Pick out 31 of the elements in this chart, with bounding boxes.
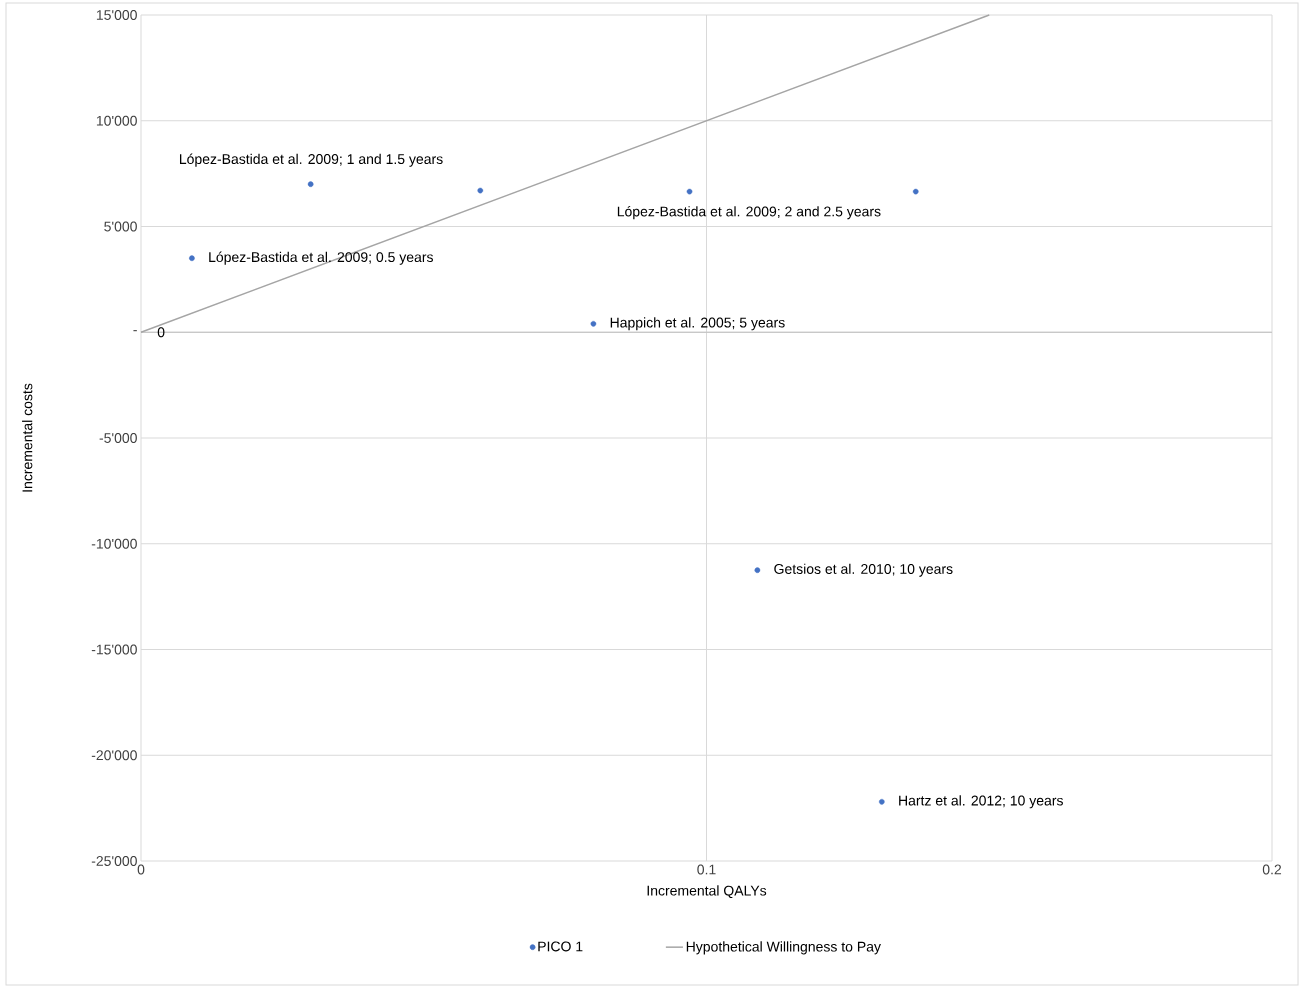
y-tick-label: -5'000 <box>99 433 137 443</box>
y-tick-label: -10'000 <box>91 538 137 549</box>
annotation: 0 <box>157 327 165 338</box>
legend-label: Hypothetical Willingness to Pay <box>686 941 881 955</box>
y-tick-label: - <box>133 330 137 332</box>
annotation: López-Bastida et al. 2009; 0.5 years <box>209 251 433 265</box>
legend-label: PICO 1 <box>538 941 583 952</box>
x-tick-label: 0.2 <box>1262 864 1282 875</box>
y-tick-label: 10'000 <box>96 115 137 126</box>
point <box>686 188 693 195</box>
point <box>590 320 597 327</box>
annotation: Hartz et al. 2012; 10 years <box>899 795 1063 809</box>
point <box>477 187 484 194</box>
annotation: Happich et al. 2005; 5 years <box>610 317 785 331</box>
point <box>189 255 195 262</box>
x-tick-label: 0.1 <box>697 864 716 875</box>
point <box>307 181 314 187</box>
annotation: Getsios et al. 2010; 10 years <box>774 563 953 577</box>
annotation: López-Bastida et al. 2009; 2 and 2.5 years <box>617 205 881 220</box>
annotation: López-Bastida et al. 2009; 1 and 1.5 years <box>179 153 443 167</box>
point <box>912 188 919 195</box>
y-axis-title: Incremental costs <box>22 383 33 492</box>
y-tick-label: -15'000 <box>91 644 137 655</box>
y-tick-label: 15'000 <box>96 10 137 20</box>
y-tick-label: -25'000 <box>91 856 137 866</box>
y-tick-label: 5'000 <box>104 221 137 232</box>
point <box>879 798 885 805</box>
point <box>754 567 761 573</box>
y-tick-label: -20'000 <box>91 750 137 761</box>
x-axis-title: Incremental QALYs <box>647 885 767 899</box>
x-tick-label: 0 <box>137 864 145 875</box>
